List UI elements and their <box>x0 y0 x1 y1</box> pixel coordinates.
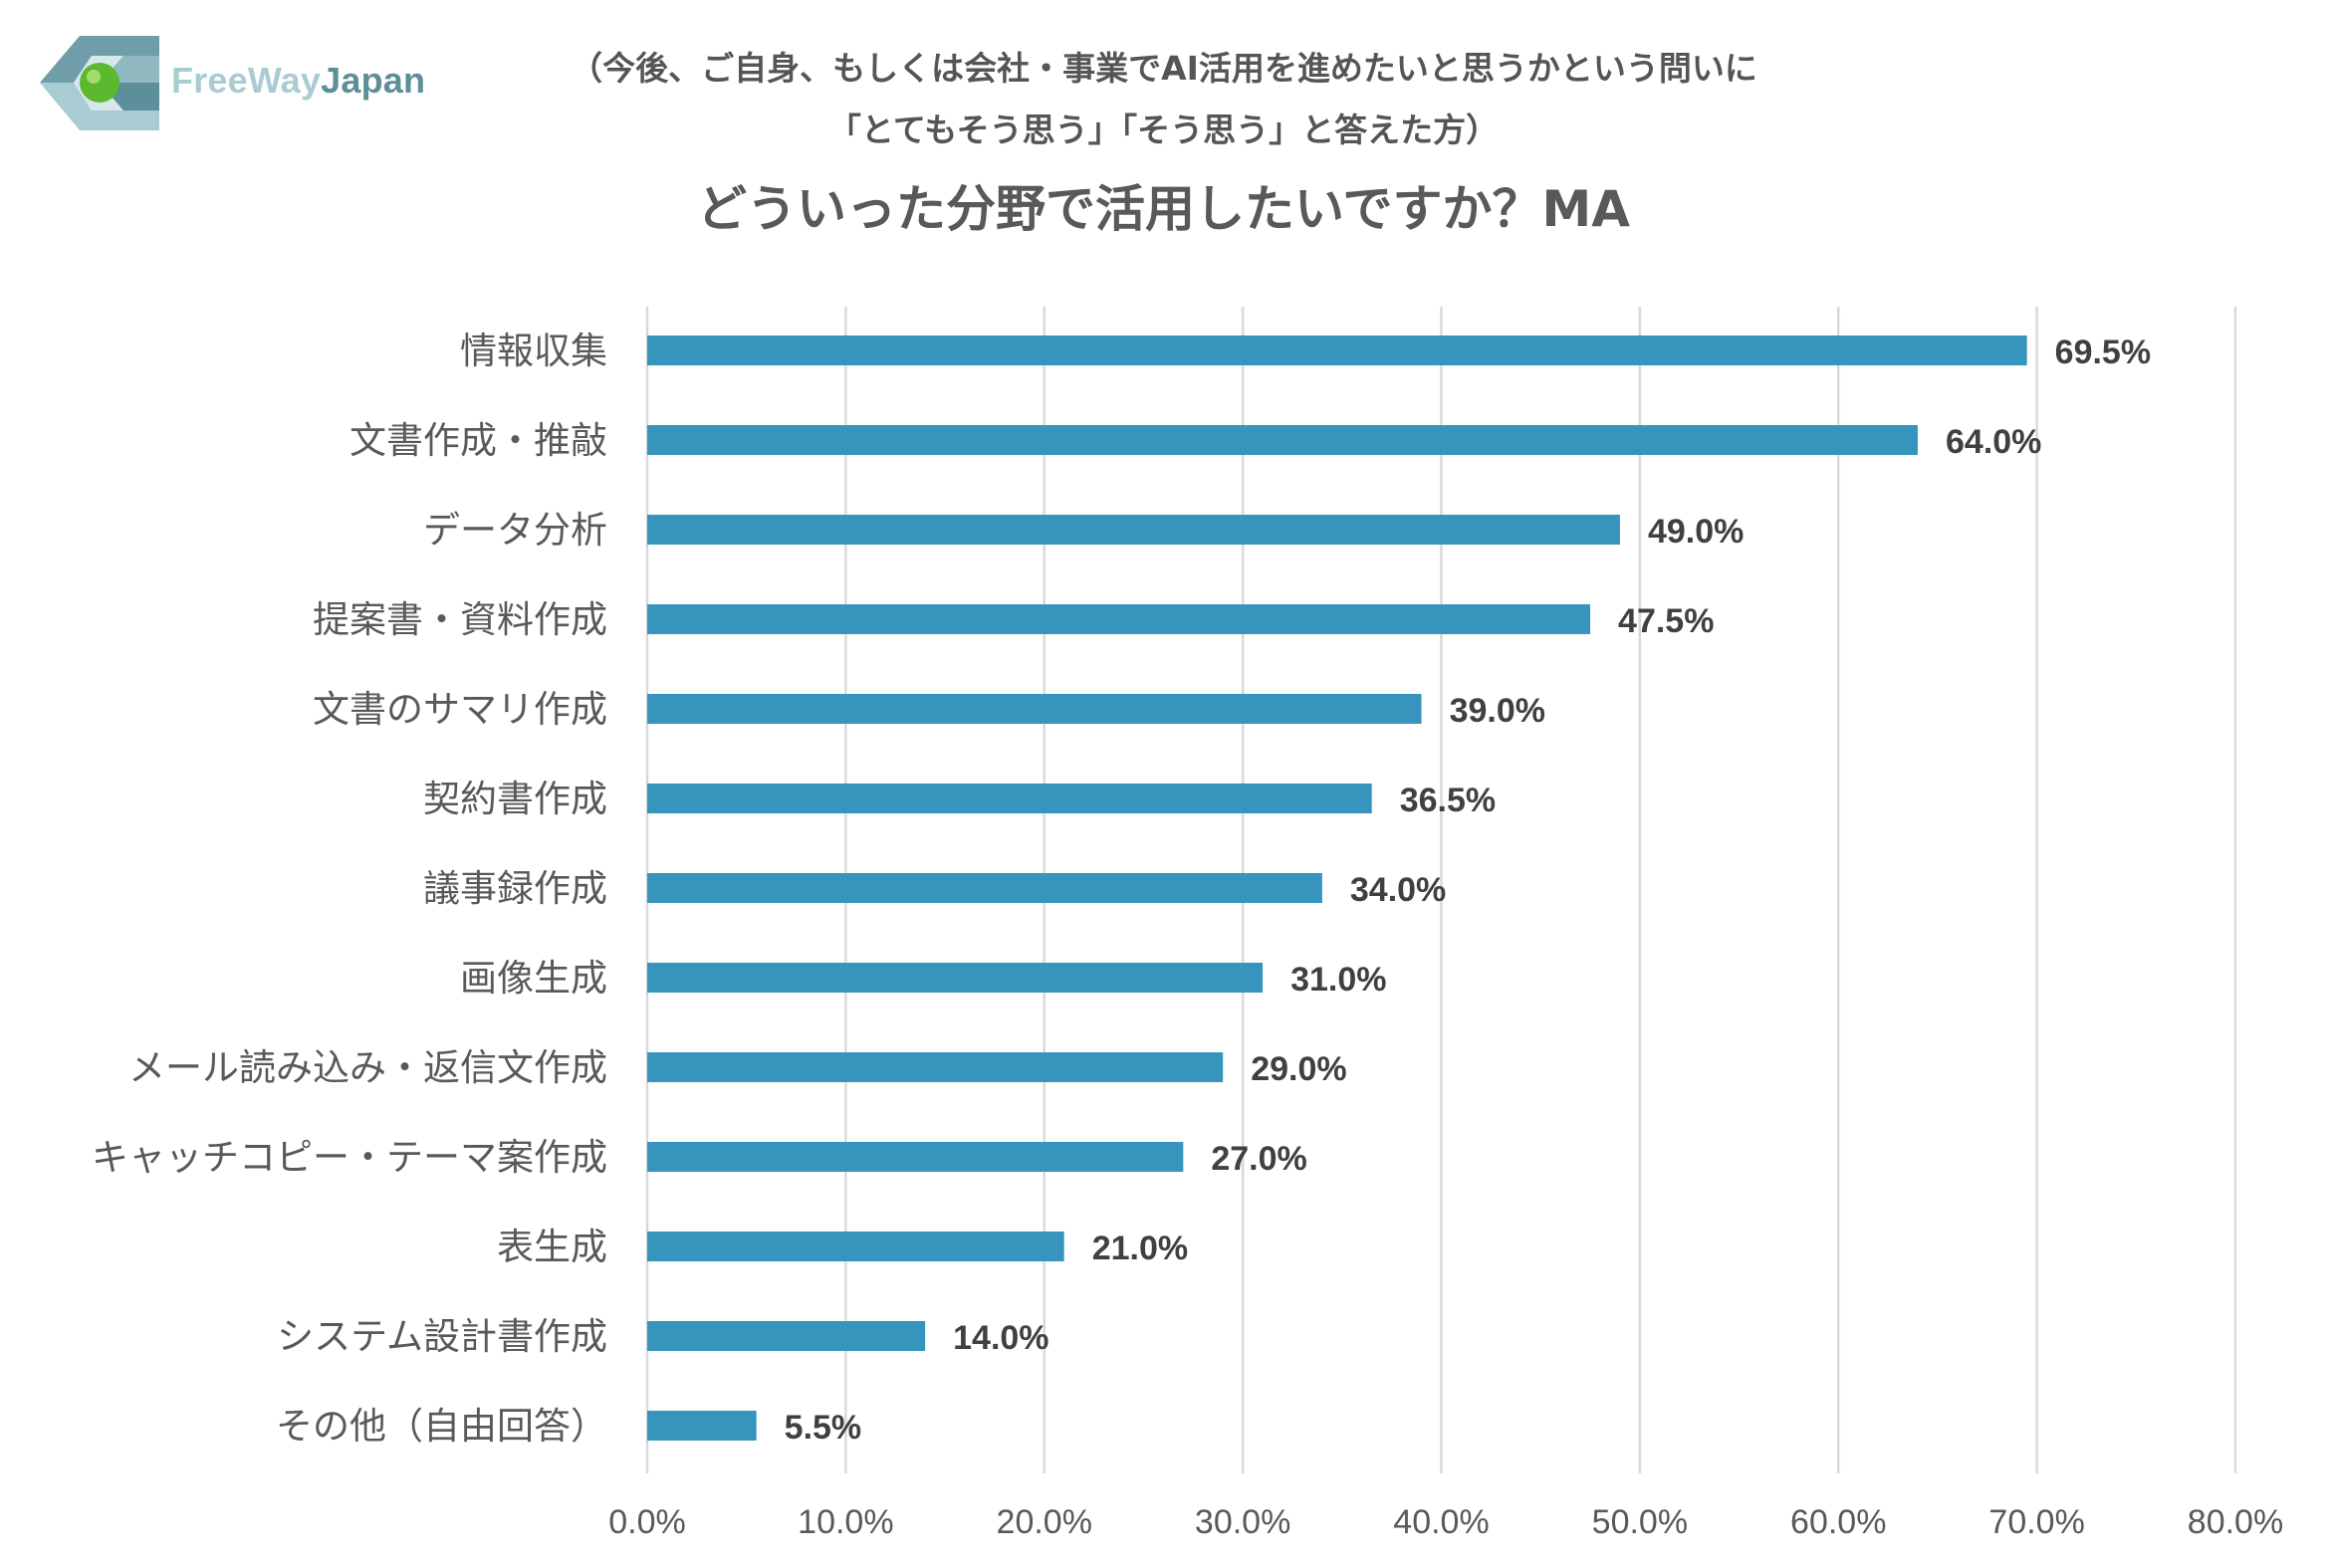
value-label: 14.0% <box>953 1319 1048 1357</box>
value-label: 64.0% <box>1946 423 2041 461</box>
value-label: 49.0% <box>1648 513 1744 551</box>
x-tick-label: 70.0% <box>1988 1503 2084 1541</box>
value-label: 27.0% <box>1211 1140 1306 1178</box>
bar <box>647 1052 1224 1082</box>
x-tick-label: 30.0% <box>1195 1503 1290 1541</box>
x-tick-label: 0.0% <box>608 1503 686 1541</box>
category-label: 文書作成・推敲 <box>349 419 607 462</box>
value-label: 21.0% <box>1092 1230 1188 1267</box>
bar <box>647 1232 1064 1261</box>
value-label: 31.0% <box>1290 961 1386 999</box>
category-label: 文書のサマリ作成 <box>313 688 607 731</box>
bar <box>647 784 1372 813</box>
x-tick-label: 20.0% <box>997 1503 1092 1541</box>
category-label: データ分析 <box>423 509 607 552</box>
chart-title: どういった分野で活用したいですか？MA <box>697 180 1630 238</box>
bar <box>647 873 1322 903</box>
bar <box>647 1321 926 1351</box>
category-label: キャッチコピー・テーマ案作成 <box>92 1136 607 1179</box>
chart-subtitle-line-1: （今後、ご自身、もしくは会社・事業でAI活用を進めたいと思うかという問いに <box>570 49 1757 88</box>
bar <box>647 963 1264 993</box>
category-label: 議事録作成 <box>423 867 607 910</box>
logo-wordmark: FreeWayJapan <box>171 60 425 102</box>
chart-subtitle-line-2: 「とてもそう思う」「そう思う」と答えた方） <box>827 111 1500 149</box>
value-label: 34.0% <box>1350 871 1446 909</box>
bar <box>647 1142 1184 1172</box>
category-label: 提案書・資料作成 <box>313 598 607 641</box>
value-label: 29.0% <box>1251 1050 1346 1088</box>
brand-logo: FreeWayJapan <box>40 36 458 135</box>
category-label: 表生成 <box>497 1226 607 1268</box>
logo-wordmark-part2: Japan <box>321 60 426 101</box>
logo-wordmark-part1: FreeWay <box>171 60 322 101</box>
value-label: 39.0% <box>1450 692 1545 730</box>
x-tick-label: 80.0% <box>2188 1503 2283 1541</box>
bar <box>647 336 2027 365</box>
x-tick-label: 60.0% <box>1790 1503 1886 1541</box>
bar <box>647 515 1620 545</box>
category-label: メール読み込み・返信文作成 <box>128 1046 607 1089</box>
x-tick-label: 50.0% <box>1592 1503 1688 1541</box>
bar <box>647 604 1591 634</box>
bar <box>647 425 1918 455</box>
freewayjapan-logo-icon <box>40 36 159 130</box>
category-label: 情報収集 <box>460 330 607 372</box>
category-label: 画像生成 <box>460 957 607 1000</box>
category-label: システム設計書作成 <box>277 1315 607 1358</box>
category-label: 契約書作成 <box>423 778 607 820</box>
value-label: 47.5% <box>1618 602 1714 640</box>
value-label: 36.5% <box>1400 782 1496 819</box>
value-label: 5.5% <box>785 1409 862 1447</box>
bar <box>647 694 1422 724</box>
value-label: 69.5% <box>2055 334 2151 371</box>
category-label: その他（自由回答） <box>276 1405 607 1448</box>
x-tick-label: 40.0% <box>1393 1503 1489 1541</box>
x-tick-label: 10.0% <box>798 1503 893 1541</box>
bar <box>647 1411 757 1441</box>
